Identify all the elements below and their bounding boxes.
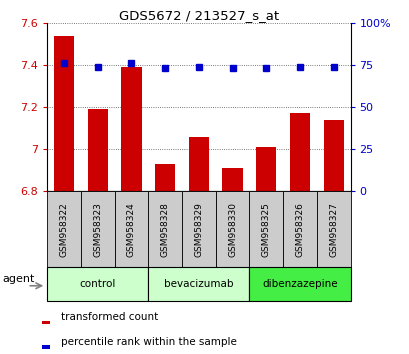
Text: GSM958323: GSM958323 bbox=[93, 202, 102, 257]
Bar bbox=[47, 191, 81, 267]
Text: GSM958328: GSM958328 bbox=[160, 202, 169, 257]
Text: control: control bbox=[79, 279, 116, 289]
Text: GSM958325: GSM958325 bbox=[261, 202, 270, 257]
Text: GSM958330: GSM958330 bbox=[227, 202, 236, 257]
Bar bbox=[47, 267, 148, 301]
Bar bbox=[188, 137, 209, 191]
Bar bbox=[222, 168, 242, 191]
Bar bbox=[323, 120, 343, 191]
Bar bbox=[148, 191, 182, 267]
Bar bbox=[114, 191, 148, 267]
Bar bbox=[249, 191, 283, 267]
Bar bbox=[289, 113, 309, 191]
Bar bbox=[54, 36, 74, 191]
Bar bbox=[316, 191, 350, 267]
Text: agent: agent bbox=[2, 274, 35, 284]
Text: transformed count: transformed count bbox=[61, 312, 157, 322]
Text: percentile rank within the sample: percentile rank within the sample bbox=[61, 337, 236, 347]
Text: dibenzazepine: dibenzazepine bbox=[261, 279, 337, 289]
Title: GDS5672 / 213527_s_at: GDS5672 / 213527_s_at bbox=[119, 9, 278, 22]
Bar bbox=[148, 267, 249, 301]
Bar bbox=[182, 191, 215, 267]
Bar bbox=[256, 147, 276, 191]
Bar bbox=[249, 267, 350, 301]
Bar bbox=[155, 164, 175, 191]
Bar bbox=[121, 67, 141, 191]
Bar bbox=[42, 346, 50, 349]
Bar bbox=[81, 191, 114, 267]
Text: GSM958326: GSM958326 bbox=[295, 202, 304, 257]
Text: GSM958329: GSM958329 bbox=[194, 202, 203, 257]
Text: GSM958327: GSM958327 bbox=[328, 202, 337, 257]
Bar bbox=[283, 191, 316, 267]
Text: GSM958322: GSM958322 bbox=[59, 202, 68, 257]
Text: GSM958324: GSM958324 bbox=[127, 202, 136, 257]
Bar bbox=[88, 109, 108, 191]
Bar bbox=[215, 191, 249, 267]
Bar bbox=[42, 321, 50, 324]
Text: bevacizumab: bevacizumab bbox=[164, 279, 233, 289]
